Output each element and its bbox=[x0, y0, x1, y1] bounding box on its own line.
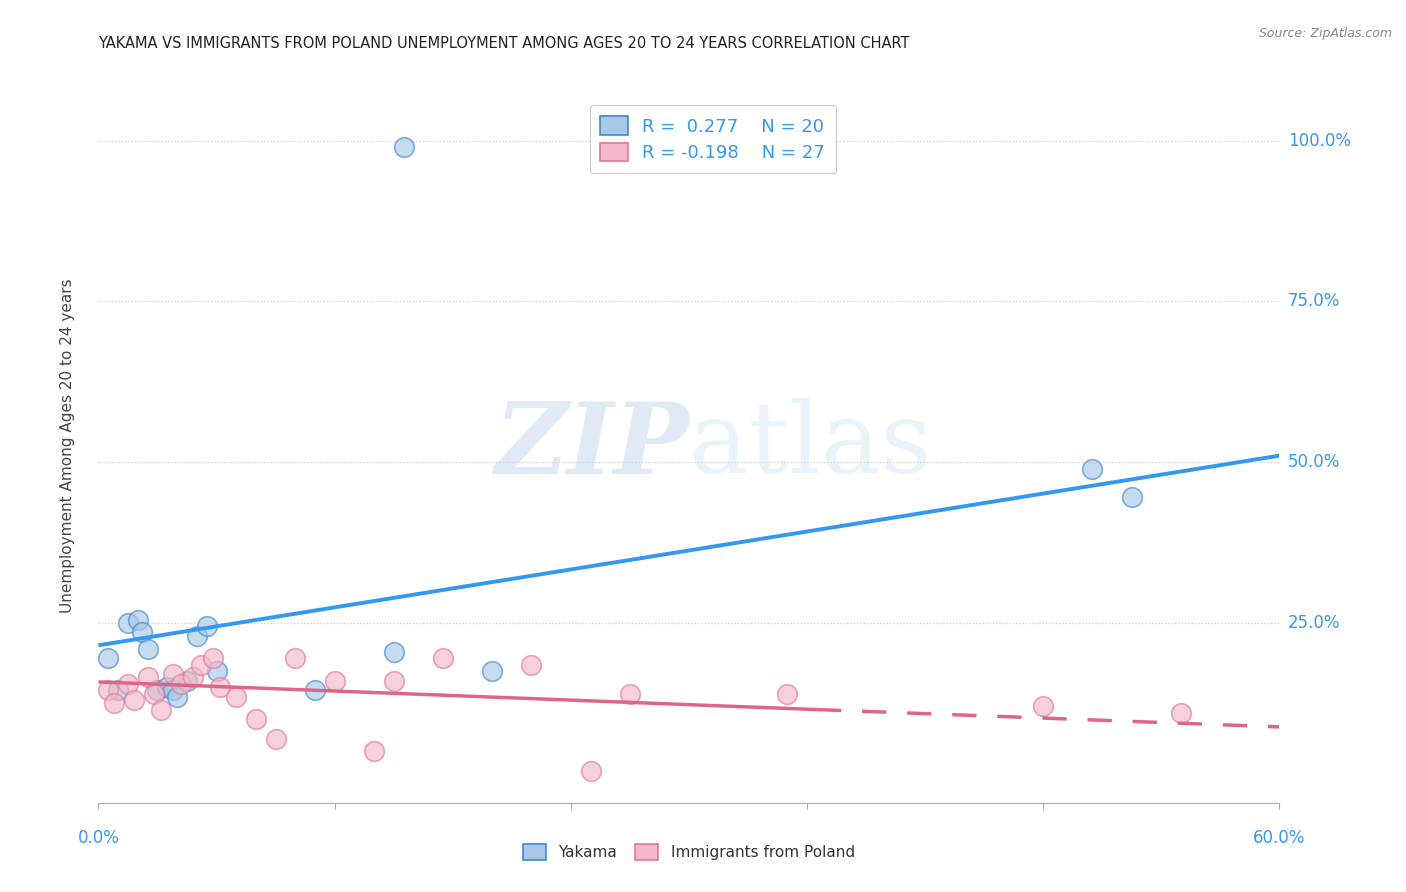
Point bbox=[166, 690, 188, 704]
Point bbox=[162, 683, 184, 698]
Point bbox=[181, 670, 204, 684]
Point bbox=[1121, 491, 1143, 505]
Point bbox=[304, 683, 326, 698]
Point bbox=[117, 677, 139, 691]
Point bbox=[122, 693, 145, 707]
Point bbox=[1170, 706, 1192, 720]
Point bbox=[190, 657, 212, 672]
Text: 60.0%: 60.0% bbox=[1253, 830, 1306, 847]
Point bbox=[284, 651, 307, 665]
Point bbox=[127, 613, 149, 627]
Point bbox=[195, 619, 218, 633]
Text: 50.0%: 50.0% bbox=[1288, 453, 1340, 471]
Text: 75.0%: 75.0% bbox=[1288, 293, 1340, 310]
Point bbox=[481, 664, 503, 678]
Point bbox=[131, 625, 153, 640]
Point bbox=[150, 702, 173, 716]
Point bbox=[205, 664, 228, 678]
Point bbox=[97, 651, 120, 665]
Point bbox=[432, 651, 454, 665]
Point bbox=[1032, 699, 1054, 714]
Point bbox=[103, 696, 125, 710]
Point bbox=[162, 667, 184, 681]
Point bbox=[209, 680, 232, 694]
Text: 0.0%: 0.0% bbox=[77, 830, 120, 847]
Point bbox=[170, 677, 193, 691]
Text: ZIP: ZIP bbox=[494, 398, 689, 494]
Point bbox=[579, 764, 602, 778]
Point bbox=[107, 683, 129, 698]
Point bbox=[225, 690, 247, 704]
Point bbox=[146, 683, 169, 698]
Point bbox=[382, 673, 405, 688]
Point bbox=[323, 673, 346, 688]
Point bbox=[1081, 461, 1104, 475]
Point bbox=[156, 680, 179, 694]
Text: 100.0%: 100.0% bbox=[1288, 132, 1351, 150]
Text: 25.0%: 25.0% bbox=[1288, 614, 1340, 632]
Point bbox=[136, 670, 159, 684]
Point bbox=[520, 657, 543, 672]
Text: YAKAMA VS IMMIGRANTS FROM POLAND UNEMPLOYMENT AMONG AGES 20 TO 24 YEARS CORRELAT: YAKAMA VS IMMIGRANTS FROM POLAND UNEMPLO… bbox=[98, 36, 910, 51]
Point bbox=[392, 140, 415, 154]
Point bbox=[201, 651, 224, 665]
Text: atlas: atlas bbox=[689, 398, 932, 494]
Point bbox=[176, 673, 198, 688]
Point bbox=[264, 731, 287, 746]
Point bbox=[186, 629, 208, 643]
Point bbox=[97, 683, 120, 698]
Point bbox=[136, 641, 159, 656]
Point bbox=[363, 744, 385, 758]
Y-axis label: Unemployment Among Ages 20 to 24 years: Unemployment Among Ages 20 to 24 years bbox=[60, 278, 75, 614]
Point bbox=[245, 712, 267, 726]
Point bbox=[776, 686, 799, 700]
Legend: Yakama, Immigrants from Poland: Yakama, Immigrants from Poland bbox=[517, 838, 860, 866]
Text: Source: ZipAtlas.com: Source: ZipAtlas.com bbox=[1258, 27, 1392, 40]
Point bbox=[117, 615, 139, 630]
Point bbox=[619, 686, 641, 700]
Point bbox=[382, 645, 405, 659]
Point bbox=[142, 686, 165, 700]
